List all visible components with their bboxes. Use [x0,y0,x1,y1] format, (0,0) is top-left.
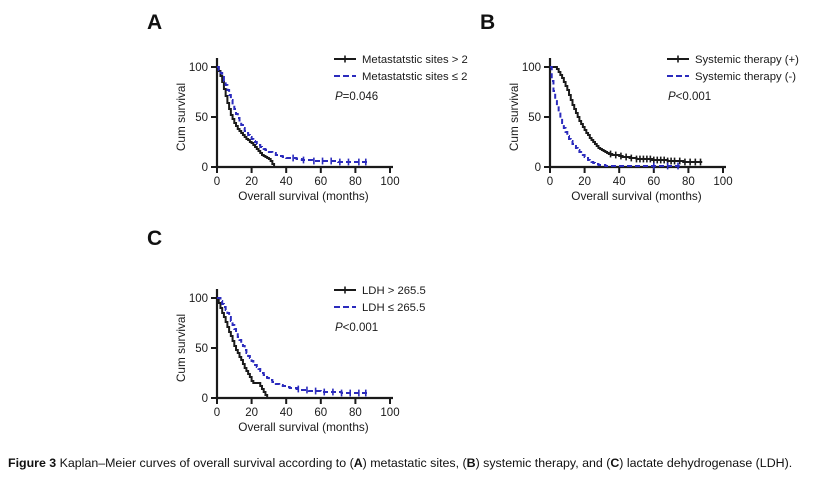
km-chart-metastatic-sites: 0 50 100 0 20 40 60 80 100 Overall survival (mont… [174,54,468,203]
x-tick-label: 100 [713,176,732,188]
x-tick-label: 20 [245,176,258,188]
y-tick-label: 50 [195,343,208,355]
y-tick-label: 100 [522,62,541,74]
legend-label: LDH ≤ 265.5 [362,302,425,314]
y-axis-title: Cum survival [174,314,188,382]
y-tick-label: 0 [202,393,208,405]
x-tick-label: 80 [349,176,362,188]
legend-label: Metastatstic sites > 2 [362,54,468,66]
caption-part: Figure 3 [8,456,60,470]
p-value-label: P<0.001 [335,322,378,334]
survival-curve-solid [217,66,276,167]
y-axis-title: Cum survival [507,83,521,151]
caption-part: ) lactate dehydrogenase (LDH). [619,456,793,470]
panel-label-b: B [480,11,496,34]
x-tick-label: 40 [280,176,293,188]
caption-part: Kaplan–Meier curves of overall survival … [59,456,354,470]
caption-part: A [353,456,363,470]
survival-curve-solid [550,66,703,163]
x-tick-label: 80 [349,407,362,419]
p-value-label: P<0.001 [668,91,711,103]
x-tick-label: 40 [613,176,626,188]
x-tick-label: 40 [280,407,293,419]
caption-part: C [610,456,620,470]
legend-label: Systemic therapy (-) [695,71,796,83]
survival-curve-solid [217,297,269,398]
km-chart-systemic-therapy: 0 50 100 0 20 40 60 80 100 Overall survival (mont… [507,54,799,203]
x-axis-title: Overall survival (months) [571,189,702,203]
y-tick-label: 0 [202,162,208,174]
x-tick-label: 60 [647,176,660,188]
survival-curve-dashed [217,297,368,394]
legend-label: Metastatstic sites ≤ 2 [362,71,467,83]
x-axis-title: Overall survival (months) [238,189,369,203]
x-tick-label: 20 [578,176,591,188]
y-tick-label: 0 [535,162,541,174]
caption-part: ) metastatic sites, ( [362,456,467,470]
panel-label-a: A [147,11,163,34]
y-tick-label: 50 [528,112,541,124]
panel-label-c: C [147,227,163,250]
y-tick-label: 50 [195,112,208,124]
x-tick-label: 60 [314,176,327,188]
y-tick-label: 100 [189,293,208,305]
x-tick-label: 0 [547,176,553,188]
x-tick-label: 100 [380,407,399,419]
y-axis-title: Cum survival [174,83,188,151]
x-tick-label: 80 [682,176,695,188]
figure-caption: Figure 3 Kaplan–Meier curves of overall … [8,456,822,470]
km-chart-ldh: 0 50 100 0 20 40 60 80 100 Overall survival (mont… [174,285,426,434]
survival-curve-dashed [550,66,680,167]
x-tick-label: 60 [314,407,327,419]
p-value-label: P=0.046 [335,91,378,103]
legend-label: LDH > 265.5 [362,285,426,297]
survival-curve-dashed [217,66,368,163]
x-axis-title: Overall survival (months) [238,420,369,434]
x-tick-label: 20 [245,407,258,419]
caption-part: ) systemic therapy, and ( [475,456,611,470]
x-tick-label: 0 [214,176,220,188]
y-tick-label: 100 [189,62,208,74]
x-tick-label: 0 [214,407,220,419]
x-tick-label: 100 [380,176,399,188]
caption-part: B [466,456,476,470]
legend-label: Systemic therapy (+) [695,54,799,66]
